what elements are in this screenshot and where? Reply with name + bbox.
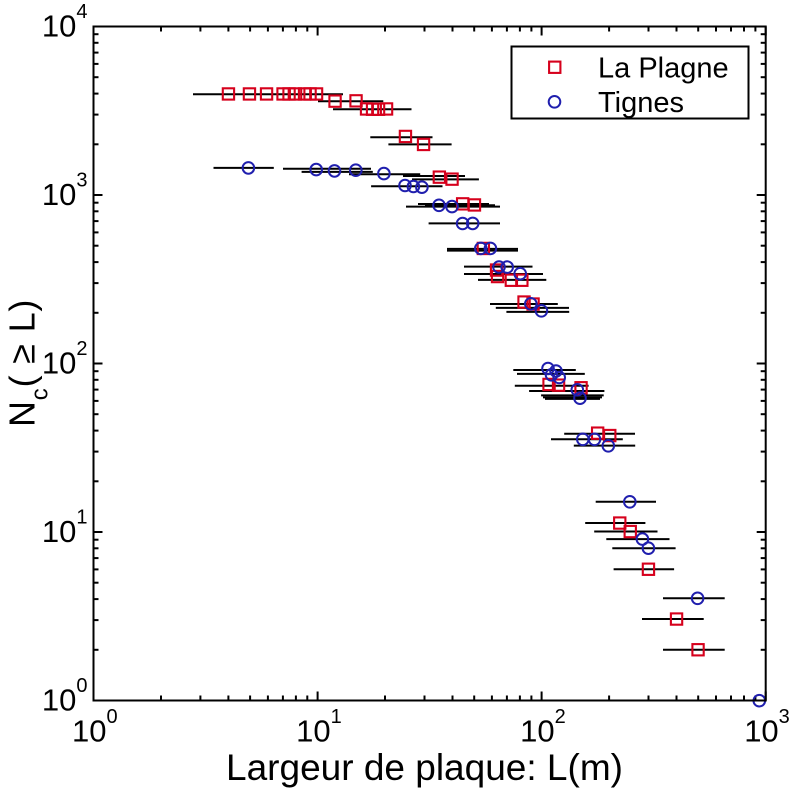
svg-text:103: 103 <box>42 170 88 213</box>
svg-text:Tignes: Tignes <box>598 87 684 119</box>
svg-text:Largeur de plaque: L(m): Largeur de plaque: L(m) <box>226 747 623 788</box>
svg-text:La Plagne: La Plagne <box>598 52 729 84</box>
svg-text:100: 100 <box>42 675 88 718</box>
